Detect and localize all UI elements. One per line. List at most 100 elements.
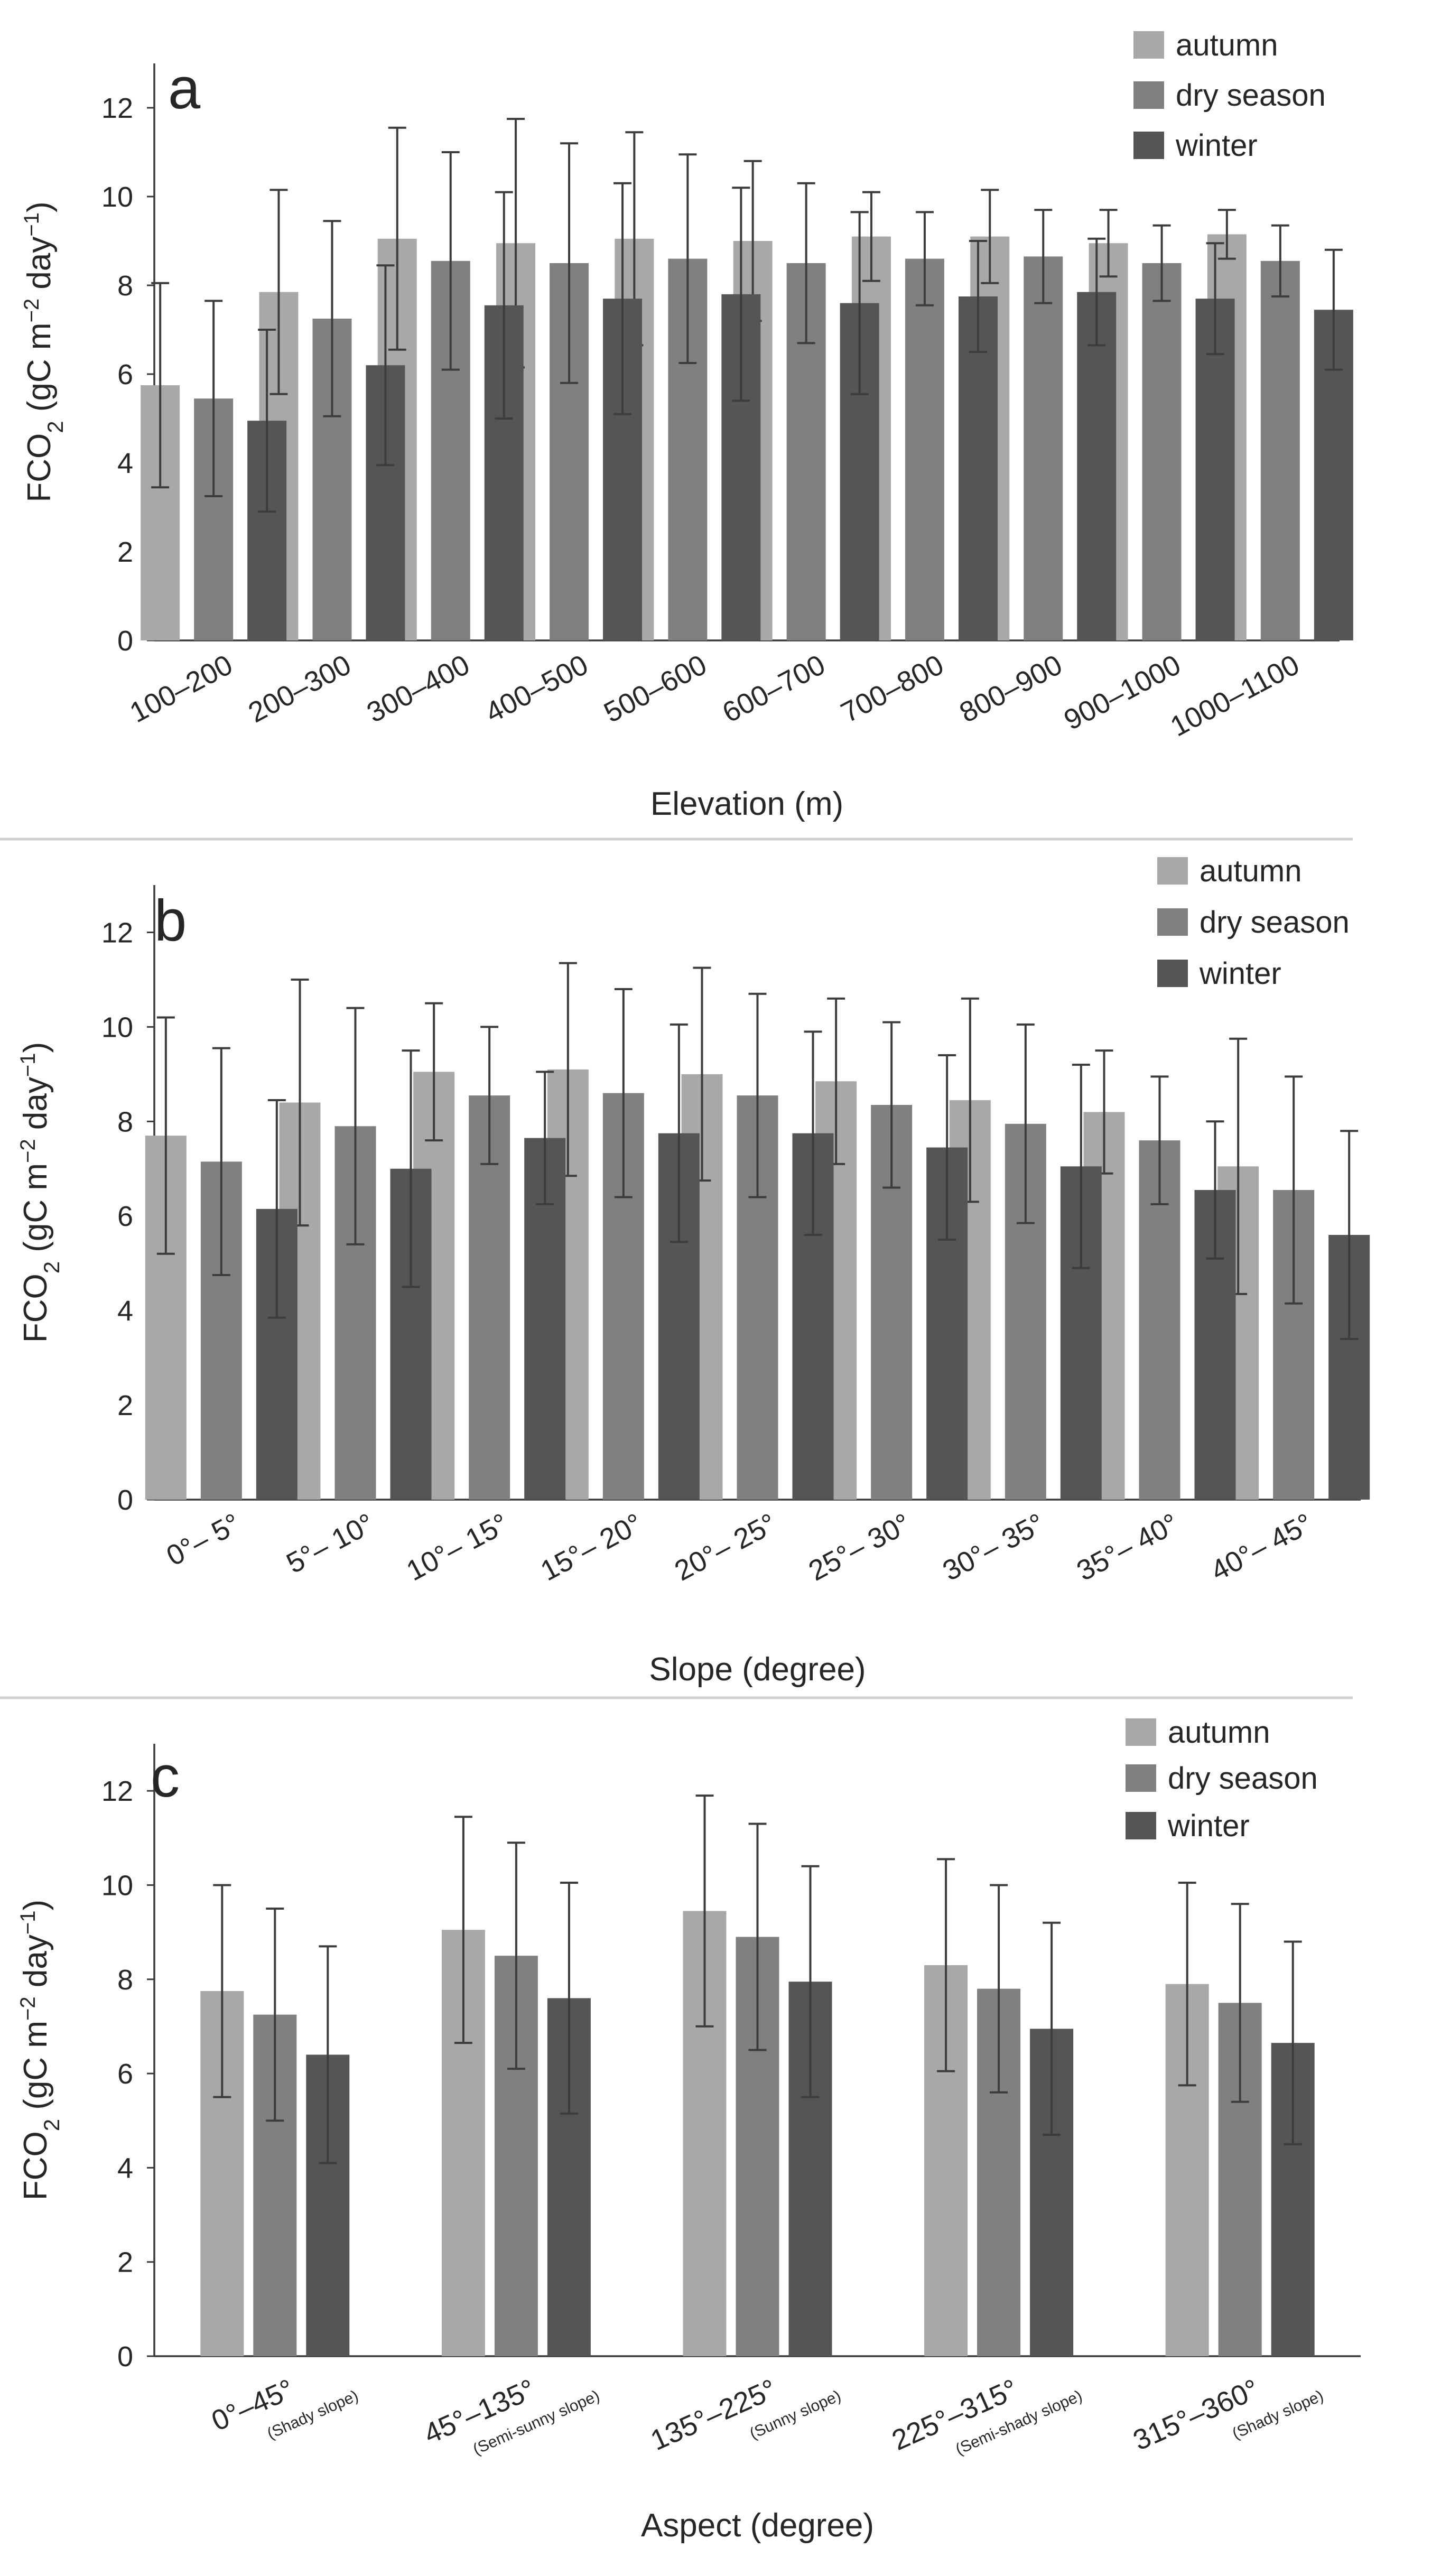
error-bar [267,1099,286,1319]
error-bar [536,1071,554,1205]
bar-dry-season [1024,256,1063,640]
panel-letter: c [151,1744,180,1809]
error-bar [204,300,223,497]
error-bar [1231,1903,1249,2103]
error-bar [560,1882,578,2115]
error-bar [213,1884,231,2098]
error-bar [1099,209,1118,278]
error-bar [1340,1130,1359,1340]
x-axis-title: Aspect (degree) [641,2507,874,2544]
error-bar [495,191,513,420]
legend-swatch-dry-season [1133,81,1164,109]
error-bar [1206,1120,1224,1260]
legend-label: dry season [1168,1761,1318,1796]
x-tick-label: 800–900 [954,649,1067,729]
error-bar [480,1026,499,1165]
error-bar [388,126,406,351]
y-tick-label: 8 [117,270,133,302]
error-bar [1043,1921,1061,2136]
y-tick-label: 10 [101,181,133,213]
bar-winter [958,296,998,640]
legend-label: winter [1175,128,1258,163]
x-tick-label: 20°– 25° [670,1508,782,1587]
panel-letter: b [154,888,187,953]
error-bar [319,1945,337,2164]
x-tick-label: 600–700 [717,649,830,729]
error-bar [376,264,395,467]
y-tick-label: 10 [101,1870,133,1901]
error-bar [937,1858,955,2072]
y-tick-label: 4 [117,2152,133,2184]
error-bar [1217,209,1236,260]
error-bar [969,240,987,353]
bar-winter [1077,292,1117,640]
legend-label: winter [1199,956,1281,991]
error-bar [990,1884,1008,2094]
legend-swatch-autumn [1133,31,1164,59]
error-bar [850,211,869,395]
error-bar [1034,209,1053,304]
y-tick-label: 8 [117,1964,133,1996]
error-bar [1016,1023,1035,1224]
error-bar [454,1816,472,2044]
y-axis-title: FCO2 (gC m−2 day−1) [16,1042,64,1343]
error-bar [1285,1075,1303,1305]
x-tick-label: 500–600 [599,649,712,729]
panel-letter: a [168,56,201,121]
error-bar [732,187,750,402]
error-bar [678,153,697,364]
error-bar [882,1021,901,1189]
error-bar [862,191,880,282]
legend-label: dry season [1200,905,1350,940]
error-bar [670,1023,688,1243]
legend-swatch-winter [1126,1812,1156,1839]
error-bar [797,182,815,345]
chart-panel-a: 0 2 4 6 8 10 12 FCO2 (gC m−2 day−1) 100–200 200–3… [20,28,1353,822]
error-bar [323,220,341,417]
legend-label: autumn [1200,854,1301,888]
y-axis-title: FCO2 (gC m−2 day−1) [20,201,68,502]
chart-panel-b: 0 2 4 6 8 10 12 FCO2 (gC m−2 day−1) 0°– 5° 5°– 10… [16,854,1370,1688]
error-bar [1178,1882,1196,2087]
x-tick-label: 0°– 5° [161,1508,245,1573]
error-bar [346,1007,365,1245]
bar-winter [1195,299,1235,640]
x-tick-label: 10°– 15° [402,1508,514,1587]
y-tick-label: 2 [117,2247,133,2279]
error-bar [981,189,999,284]
error-bar [1150,1075,1169,1205]
x-tick-label: 15°– 20° [535,1508,647,1587]
y-tick-label: 0 [117,1484,133,1516]
error-bar [212,1047,230,1277]
x-tick-label: 300–400 [362,649,475,729]
x-tick-label: 30°– 35° [937,1508,1049,1587]
legend-label: autumn [1168,1715,1270,1750]
x-tick-label: 315°–360° [1129,2373,1264,2457]
legend-swatch-dry-season [1126,1764,1156,1792]
legend-label: winter [1167,1809,1250,1843]
error-bar [151,282,170,489]
y-tick-label: 2 [117,1390,133,1421]
legend-label: autumn [1176,28,1278,62]
x-tick-label: 100–200 [125,649,238,729]
legend-swatch-dry-season [1157,908,1188,936]
error-bar [258,329,276,513]
error-bar [441,151,460,371]
error-bar [915,211,934,306]
x-axis-title: Slope (degree) [649,1651,866,1688]
legend-swatch-autumn [1157,857,1188,885]
error-bar [748,992,767,1198]
x-tick-label: 35°– 40° [1072,1508,1184,1587]
error-bar [269,189,288,395]
y-axis-title: FCO2 (gC m−2 day−1) [16,1900,64,2200]
error-bar [804,1030,822,1236]
y-tick-label: 4 [117,448,133,479]
error-bar [748,1822,767,2051]
y-tick-label: 12 [101,92,133,124]
legend-swatch-winter [1133,132,1164,159]
error-bar [560,142,579,384]
error-bar [614,988,633,1198]
error-bar [1152,224,1171,302]
